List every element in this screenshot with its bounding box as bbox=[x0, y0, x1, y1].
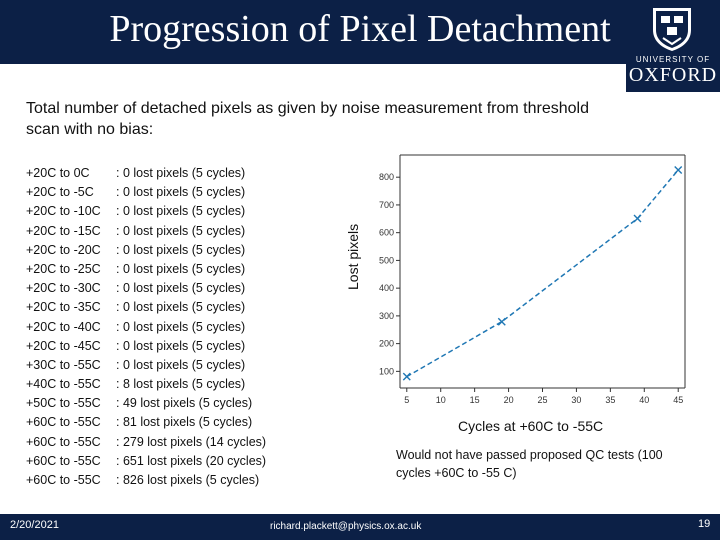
temperature-range: +20C to -25C bbox=[26, 260, 116, 279]
result-row: +20C to -40C: 0 lost pixels (5 cycles) bbox=[26, 318, 266, 337]
temperature-range: +20C to -15C bbox=[26, 222, 116, 241]
y-tick-label: 600 bbox=[379, 228, 394, 238]
result-row: +20C to -20C: 0 lost pixels (5 cycles) bbox=[26, 241, 266, 260]
result-row: +40C to -55C: 8 lost pixels (5 cycles) bbox=[26, 375, 266, 394]
lost-pixels-result: : 279 lost pixels (14 cycles) bbox=[116, 435, 266, 449]
x-tick-label: 10 bbox=[436, 395, 446, 405]
data-point bbox=[403, 373, 410, 380]
lost-pixels-result: : 0 lost pixels (5 cycles) bbox=[116, 339, 245, 353]
temperature-range: +20C to -10C bbox=[26, 202, 116, 221]
result-row: +20C to -35C: 0 lost pixels (5 cycles) bbox=[26, 298, 266, 317]
temperature-range: +60C to -55C bbox=[26, 413, 116, 432]
result-row: +60C to -55C: 279 lost pixels (14 cycles… bbox=[26, 433, 266, 452]
result-row: +60C to -55C: 651 lost pixels (20 cycles… bbox=[26, 452, 266, 471]
x-tick-label: 15 bbox=[470, 395, 480, 405]
x-tick-label: 5 bbox=[404, 395, 409, 405]
qc-note: Would not have passed proposed QC tests … bbox=[396, 446, 696, 482]
y-tick-label: 300 bbox=[379, 311, 394, 321]
result-row: +50C to -55C: 49 lost pixels (5 cycles) bbox=[26, 394, 266, 413]
y-tick-label: 400 bbox=[379, 283, 394, 293]
result-row: +20C to -5C: 0 lost pixels (5 cycles) bbox=[26, 183, 266, 202]
x-tick-label: 25 bbox=[537, 395, 547, 405]
result-row: +20C to -25C: 0 lost pixels (5 cycles) bbox=[26, 260, 266, 279]
temperature-range: +20C to -40C bbox=[26, 318, 116, 337]
lost-pixels-result: : 0 lost pixels (5 cycles) bbox=[116, 204, 245, 218]
result-row: +60C to -55C: 81 lost pixels (5 cycles) bbox=[26, 413, 266, 432]
y-tick-label: 100 bbox=[379, 366, 394, 376]
title-underline bbox=[0, 62, 690, 64]
footer-date: 2/20/2021 bbox=[10, 519, 59, 531]
y-tick-label: 500 bbox=[379, 255, 394, 265]
temperature-range: +20C to 0C bbox=[26, 164, 116, 183]
crest-icon bbox=[649, 4, 695, 52]
temperature-range: +20C to -5C bbox=[26, 183, 116, 202]
lost-pixels-result: : 0 lost pixels (5 cycles) bbox=[116, 166, 245, 180]
x-tick-label: 20 bbox=[504, 395, 514, 405]
y-axis-label: Lost pixels bbox=[345, 224, 361, 290]
temperature-range: +60C to -55C bbox=[26, 471, 116, 490]
x-tick-label: 40 bbox=[639, 395, 649, 405]
lost-pixels-result: : 826 lost pixels (5 cycles) bbox=[116, 473, 259, 487]
x-tick-label: 45 bbox=[673, 395, 683, 405]
x-axis-label: Cycles at +60C to -55C bbox=[458, 418, 603, 434]
result-row: +30C to -55C: 0 lost pixels (5 cycles) bbox=[26, 356, 266, 375]
lost-pixels-result: : 0 lost pixels (5 cycles) bbox=[116, 224, 245, 238]
result-row: +20C to -10C: 0 lost pixels (5 cycles) bbox=[26, 202, 266, 221]
temperature-range: +60C to -55C bbox=[26, 433, 116, 452]
page-number: 19 bbox=[698, 518, 710, 530]
footer-email: richard.plackett@physics.ox.ac.uk bbox=[270, 521, 421, 532]
x-tick-label: 30 bbox=[571, 395, 581, 405]
logo-oxford: OXFORD bbox=[626, 64, 720, 87]
lost-pixels-result: : 0 lost pixels (5 cycles) bbox=[116, 243, 245, 257]
result-row: +20C to -15C: 0 lost pixels (5 cycles) bbox=[26, 222, 266, 241]
result-row: +20C to 0C: 0 lost pixels (5 cycles) bbox=[26, 164, 266, 183]
lost-pixels-result: : 651 lost pixels (20 cycles) bbox=[116, 454, 266, 468]
y-tick-label: 700 bbox=[379, 200, 394, 210]
x-tick-label: 35 bbox=[605, 395, 615, 405]
lost-pixels-result: : 0 lost pixels (5 cycles) bbox=[116, 185, 245, 199]
result-row: +20C to -45C: 0 lost pixels (5 cycles) bbox=[26, 337, 266, 356]
data-point bbox=[498, 318, 505, 325]
slide-title: Progression of Pixel Detachment bbox=[0, 4, 720, 54]
lost-pixels-result: : 49 lost pixels (5 cycles) bbox=[116, 396, 252, 410]
logo-university-of: UNIVERSITY OF bbox=[626, 55, 720, 64]
temperature-range: +20C to -30C bbox=[26, 279, 116, 298]
lost-pixels-chart: 100 200 300 400 500 600 700 800 5 10 15 20 25 30 35 40 4… bbox=[360, 150, 690, 412]
data-point bbox=[675, 166, 682, 173]
temperature-range: +60C to -55C bbox=[26, 452, 116, 471]
temperature-range: +20C to -45C bbox=[26, 337, 116, 356]
lost-pixels-result: : 81 lost pixels (5 cycles) bbox=[116, 415, 252, 429]
series-line bbox=[407, 170, 678, 377]
lost-pixels-result: : 0 lost pixels (5 cycles) bbox=[116, 358, 245, 372]
lost-pixels-result: : 0 lost pixels (5 cycles) bbox=[116, 300, 245, 314]
results-list: +20C to 0C: 0 lost pixels (5 cycles)+20C… bbox=[26, 164, 266, 490]
lost-pixels-result: : 0 lost pixels (5 cycles) bbox=[116, 262, 245, 276]
result-row: +60C to -55C: 826 lost pixels (5 cycles) bbox=[26, 471, 266, 490]
temperature-range: +30C to -55C bbox=[26, 356, 116, 375]
lost-pixels-result: : 8 lost pixels (5 cycles) bbox=[116, 377, 245, 391]
y-tick-label: 800 bbox=[379, 172, 394, 182]
lost-pixels-result: : 0 lost pixels (5 cycles) bbox=[116, 320, 245, 334]
temperature-range: +20C to -20C bbox=[26, 241, 116, 260]
data-point bbox=[634, 215, 641, 222]
temperature-range: +20C to -35C bbox=[26, 298, 116, 317]
temperature-range: +50C to -55C bbox=[26, 394, 116, 413]
intro-text: Total number of detached pixels as given… bbox=[26, 98, 626, 140]
lost-pixels-result: : 0 lost pixels (5 cycles) bbox=[116, 281, 245, 295]
temperature-range: +40C to -55C bbox=[26, 375, 116, 394]
result-row: +20C to -30C: 0 lost pixels (5 cycles) bbox=[26, 279, 266, 298]
y-tick-label: 200 bbox=[379, 339, 394, 349]
